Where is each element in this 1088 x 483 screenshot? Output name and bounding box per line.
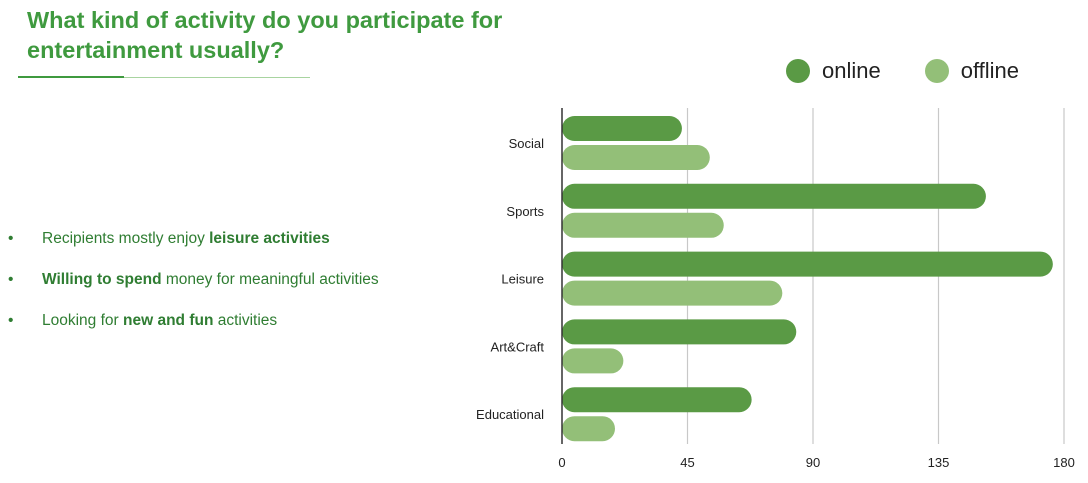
legend-item-offline: offline xyxy=(924,58,1020,83)
bullet-dot: • xyxy=(8,230,14,247)
title-underline xyxy=(18,77,310,78)
bar-social-online xyxy=(562,116,682,141)
bullet-list: • Recipients mostly enjoy leisure activi… xyxy=(8,230,379,353)
legend-label-online: online xyxy=(822,58,881,83)
bar-sports-offline xyxy=(562,212,724,238)
bullet-text: Looking for xyxy=(42,312,123,329)
bullet-text: activities xyxy=(213,312,278,329)
category-label-art-craft: Art&Craft xyxy=(491,339,545,354)
bar-social-offline xyxy=(562,145,710,170)
bullet-item-leisure: • Recipients mostly enjoy leisure activi… xyxy=(8,230,379,271)
category-label-leisure: Leisure xyxy=(501,272,544,287)
bullet-dot: • xyxy=(8,312,14,329)
x-tick-label-0: 0 xyxy=(558,455,565,470)
category-label-educational: Educational xyxy=(476,407,544,422)
category-label-social: Social xyxy=(509,136,545,151)
category-label-sports: Sports xyxy=(506,204,544,219)
bar-leisure-offline xyxy=(562,280,783,306)
bullet-item-spend: • Willing to spend money for meaningful … xyxy=(8,271,379,312)
bar-educational-offline xyxy=(562,416,615,442)
x-tick-label-135: 135 xyxy=(928,455,950,470)
bullet-text: money for meaningful activities xyxy=(161,271,379,288)
bullet-item-new-fun: • Looking for new and fun activities xyxy=(8,312,379,353)
bar-art-craft-offline xyxy=(562,348,624,374)
bullet-emphasis: new and fun xyxy=(123,312,214,329)
chart-legend: online offline xyxy=(786,56,1019,86)
bar-art-craft-online xyxy=(562,319,797,345)
bar-educational-online xyxy=(562,387,752,413)
bullet-dot: • xyxy=(8,271,14,288)
title-underline-accent xyxy=(18,76,124,78)
x-tick-label-180: 180 xyxy=(1053,455,1075,470)
bar-leisure-online xyxy=(562,251,1053,277)
bar-sports-online xyxy=(562,183,986,209)
legend-swatch-offline xyxy=(924,59,949,83)
page-title: What kind of activity do you participate… xyxy=(27,7,503,63)
legend-item-online: online xyxy=(786,59,881,83)
bullet-text: Recipients mostly enjoy xyxy=(42,230,210,247)
x-tick-label-90: 90 xyxy=(806,455,820,470)
bullet-emphasis: Willing to spend xyxy=(42,271,162,288)
x-tick-label-45: 45 xyxy=(680,455,694,470)
legend-label-offline: offline xyxy=(960,58,1020,83)
legend-swatch-online xyxy=(786,59,810,83)
bullet-emphasis: leisure activities xyxy=(209,230,330,247)
